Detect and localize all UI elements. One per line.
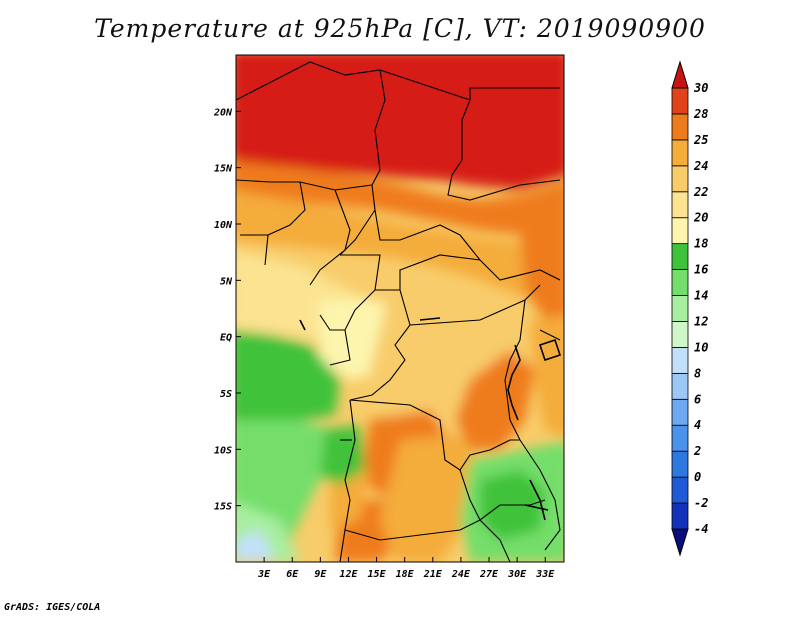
- y-tick-label: EQ: [220, 333, 232, 344]
- colorbar-label: 0: [694, 470, 701, 484]
- colorbar-swatch: [671, 243, 689, 270]
- x-tick-label: 15E: [368, 569, 387, 580]
- colorbar-swatch: [671, 450, 689, 478]
- colorbar-swatch: [671, 347, 689, 374]
- colorbar-label: 28: [693, 107, 708, 121]
- x-tick-label: 33E: [535, 569, 555, 580]
- y-tick-label: 10N: [214, 220, 233, 231]
- colorbar-swatch: [671, 139, 689, 167]
- y-tick-label: 5N: [220, 276, 233, 287]
- colorbar-swatch: [671, 321, 689, 348]
- colorbar-label: -2: [694, 496, 708, 510]
- grads-credit: GrADS: IGES/COLA: [4, 602, 101, 613]
- colorbar-label: 16: [694, 263, 708, 277]
- colorbar-swatch: [671, 295, 689, 322]
- colorbar-swatch: [671, 424, 689, 452]
- country-borders: [236, 61, 561, 562]
- colorbar-label: 8: [694, 366, 701, 380]
- x-tick-label: 27E: [479, 569, 499, 580]
- colorbar-swatch: [671, 191, 689, 219]
- y-tick-label: 10S: [214, 445, 232, 456]
- x-axis: 3E 6E 9E 12E 15E 18E 21E 24E 27E 30E 33E: [257, 557, 555, 580]
- x-tick-label: 21E: [423, 569, 443, 580]
- temperature-field: [236, 55, 564, 562]
- colorbar-swatch: [671, 87, 689, 115]
- y-axis: 20N 15N 10N 5N EQ 5S 10S 15S: [213, 107, 241, 513]
- colorbar-label: 20: [693, 211, 708, 225]
- colorbar-label: 12: [694, 314, 708, 328]
- colorbar-label: 10: [694, 340, 708, 354]
- colorbar-label: 2: [693, 444, 701, 458]
- x-tick-label: 6E: [286, 569, 299, 580]
- colorbar-swatch: [671, 269, 689, 296]
- colorbar-label: 18: [694, 237, 708, 251]
- colorbar-label: 14: [694, 289, 708, 303]
- colorbar-swatch: [671, 502, 689, 530]
- colorbar-swatch: [671, 165, 689, 193]
- plot-frame: [235, 54, 565, 563]
- colorbar-label: 24: [693, 159, 708, 173]
- y-tick-label: 15S: [214, 502, 232, 513]
- colorbar-label: 22: [693, 185, 708, 199]
- colorbar-swatch: [671, 372, 689, 400]
- chart-title: Temperature at 925hPa [C], VT: 201909090…: [94, 14, 706, 43]
- colorbar-label: 6: [694, 392, 701, 406]
- colorbar-swatch: [671, 60, 689, 89]
- y-tick-label: 20N: [213, 107, 233, 118]
- colorbar-swatch: [671, 528, 689, 557]
- colorbar-swatch: [671, 398, 689, 426]
- colorbar-label: 30: [693, 81, 708, 95]
- colorbar-swatch: [671, 113, 689, 141]
- x-tick-label: 12E: [339, 569, 358, 580]
- colorbar-label: 25: [693, 133, 708, 147]
- x-tick-label: 18E: [396, 569, 415, 580]
- y-tick-label: 5S: [220, 389, 232, 400]
- x-tick-label: 24E: [451, 569, 471, 580]
- x-tick-label: 9E: [314, 569, 327, 580]
- colorbar-label: 4: [694, 418, 701, 432]
- x-tick-label: 3E: [257, 569, 271, 580]
- colorbar-swatch: [671, 217, 689, 245]
- colorbar-swatch: [671, 476, 689, 504]
- colorbar-label: -4: [694, 522, 708, 536]
- y-tick-label: 15N: [214, 164, 233, 175]
- x-tick-label: 30E: [507, 569, 527, 580]
